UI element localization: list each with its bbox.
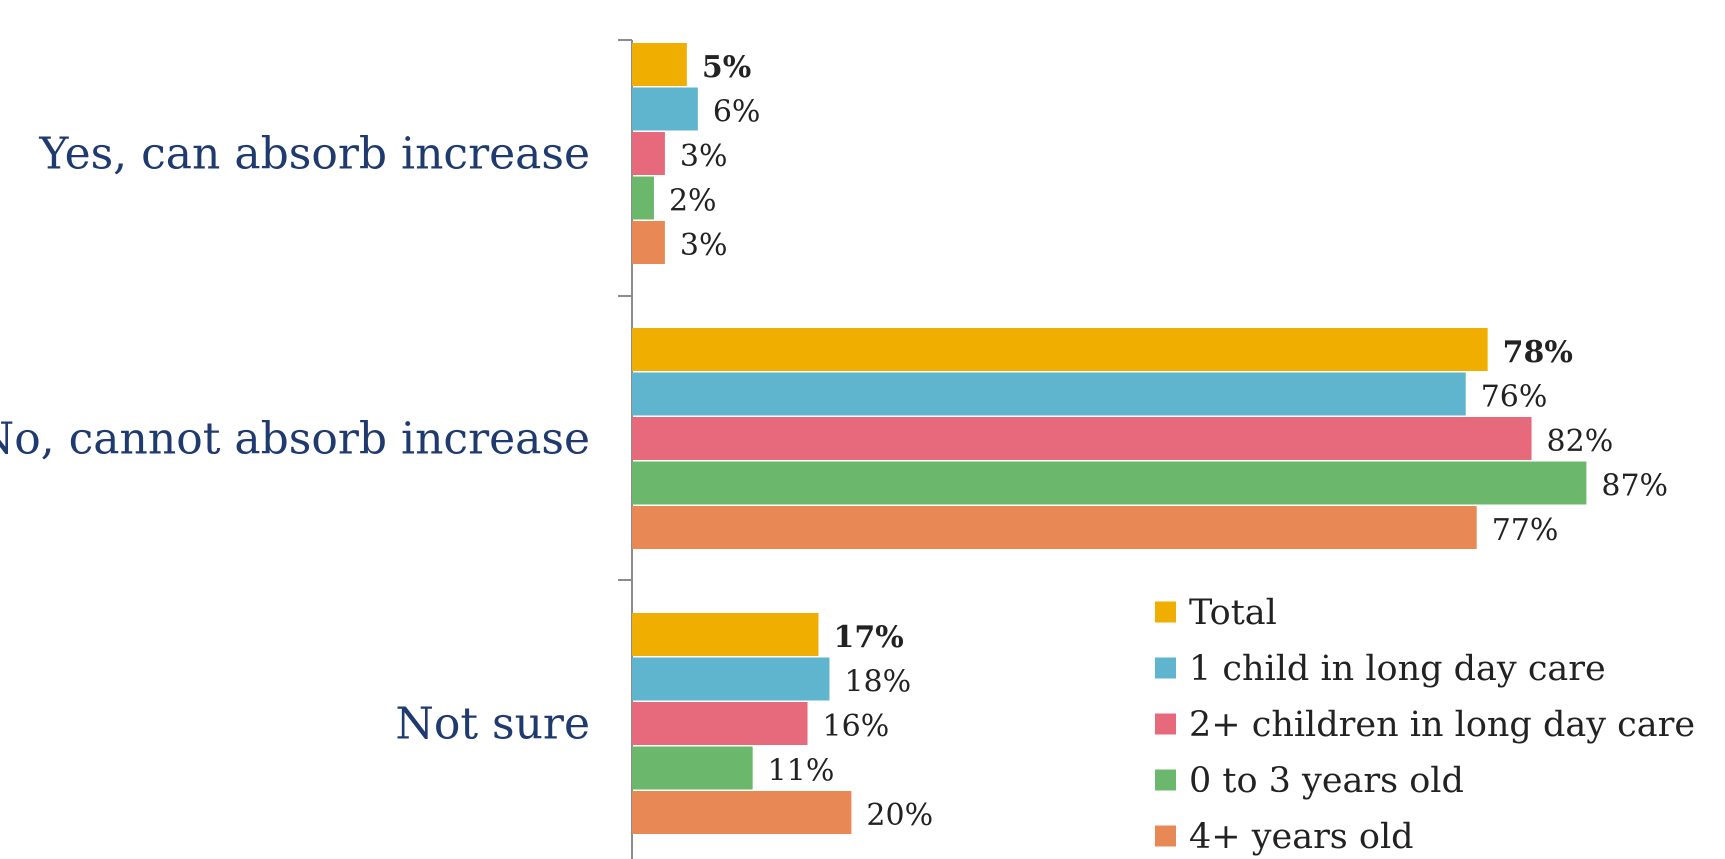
value-labels: 5% 78% 17% 6% 76% 18% 3% 82% 16% 2% 87% 11% 3% 77% 20% [669,50,1668,833]
value-label-1-child-in-long-day-care-not-sure: 18% [844,665,911,700]
legend-swatch-2-children-in-long-day-care [1155,713,1176,735]
value-label-0-to-3-years-old-not-sure: 11% [768,754,835,789]
bar-4-years-old-no-cannot-absorb-increase [632,506,1477,549]
value-label-2-children-in-long-day-care-not-sure: 16% [823,709,890,744]
bars [632,43,1587,834]
bar-2-children-in-long-day-care-yes-can-absorb-increase [632,132,665,175]
category-label-not-sure: Not sure [395,698,590,749]
value-label-0-to-3-years-old-yes-can-absorb-increase: 2% [669,184,717,219]
category-axis [618,39,633,859]
value-label-4-years-old-no-cannot-absorb-increase: 77% [1492,513,1559,548]
value-label-total-not-sure: 17% [833,620,903,655]
legend-label-4-years-old: 4+ years old [1189,817,1414,857]
legend-label-total: Total [1189,593,1277,633]
bar-1-child-in-long-day-care-yes-can-absorb-increase [632,87,698,131]
bar-4-years-old-not-sure [632,791,852,834]
value-label-1-child-in-long-day-care-no-cannot-absorb-increase: 76% [1481,380,1548,415]
category-labels: Yes, can absorb increase No, cannot absor… [0,128,590,749]
bar-2-children-in-long-day-care-no-cannot-absorb-increase [632,417,1532,460]
bar-total-yes-can-absorb-increase [632,43,687,86]
legend-swatch-total [1155,601,1176,623]
value-label-4-years-old-yes-can-absorb-increase: 3% [680,228,728,263]
legend-label-1-child-in-long-day-care: 1 child in long day care [1189,649,1606,689]
bar-2-children-in-long-day-care-not-sure [632,702,808,745]
legend-label-0-to-3-years-old: 0 to 3 years old [1189,761,1464,801]
legend-label-2-children-in-long-day-care: 2+ children in long day care [1189,705,1695,745]
bar-1-child-in-long-day-care-not-sure [632,657,830,701]
legend: Total 1 child in long day care 2+ children… [1155,593,1695,857]
value-label-2-children-in-long-day-care-no-cannot-absorb-increase: 82% [1547,424,1614,459]
bar-0-to-3-years-old-no-cannot-absorb-increase [632,461,1587,505]
bar-0-to-3-years-old-not-sure [632,746,753,790]
value-label-1-child-in-long-day-care-yes-can-absorb-increase: 6% [713,95,761,130]
legend-swatch-1-child-in-long-day-care [1155,657,1176,679]
value-label-0-to-3-years-old-no-cannot-absorb-increase: 87% [1601,469,1668,504]
bar-0-to-3-years-old-yes-can-absorb-increase [632,176,654,220]
category-label-no-cannot-absorb-increase: No, cannot absorb increase [0,413,590,464]
value-label-4-years-old-not-sure: 20% [866,798,933,833]
value-label-2-children-in-long-day-care-yes-can-absorb-increase: 3% [680,139,728,174]
bar-total-no-cannot-absorb-increase [632,328,1488,371]
bar-4-years-old-yes-can-absorb-increase [632,221,665,264]
bar-1-child-in-long-day-care-no-cannot-absorb-increase [632,372,1466,416]
legend-swatch-0-to-3-years-old [1155,769,1176,791]
value-label-total-no-cannot-absorb-increase: 78% [1503,335,1573,370]
value-label-total-yes-can-absorb-increase: 5% [702,50,751,85]
category-label-yes-can-absorb-increase: Yes, can absorb increase [38,128,590,179]
legend-swatch-4-years-old [1155,825,1176,847]
bar-total-not-sure [632,613,819,656]
